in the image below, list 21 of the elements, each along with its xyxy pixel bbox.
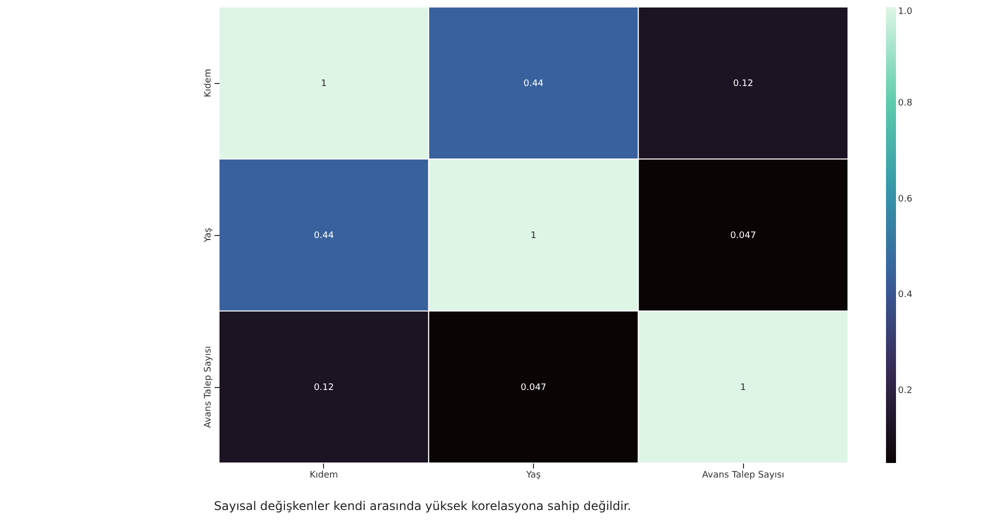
data-label: 1 (740, 383, 746, 393)
x-tick-label: Yaş (525, 470, 542, 480)
color-bar-label: 0.6 (898, 194, 913, 204)
color-bar-label: 1.0 (898, 7, 913, 17)
data-label: 0.44 (314, 231, 334, 241)
data-label: 0.047 (520, 383, 546, 393)
x-tick-label: Avans Talep Sayısı (702, 470, 784, 480)
y-tick-label: Avans Talep Sayısı (204, 346, 214, 428)
data-label: 0.44 (523, 79, 544, 89)
data-label: 0.12 (314, 383, 334, 393)
data-label: 1 (530, 231, 536, 241)
color-bar-label: 0.2 (898, 386, 912, 396)
color-bar-label: 0.8 (898, 98, 913, 109)
x-tick-label: Kıdem (310, 470, 338, 480)
color-bar-label: 0.4 (898, 290, 913, 300)
text: Sayısal değişkenler kendi arasında yüksek korelasyona sahip değildir. (214, 499, 632, 513)
data-label: 1 (320, 79, 327, 89)
y-tick-label: Yaş (204, 227, 214, 244)
data-label: 0.047 (730, 231, 756, 241)
y-tick-label: Kıdem (204, 68, 214, 98)
data-label: 0.12 (733, 79, 754, 89)
